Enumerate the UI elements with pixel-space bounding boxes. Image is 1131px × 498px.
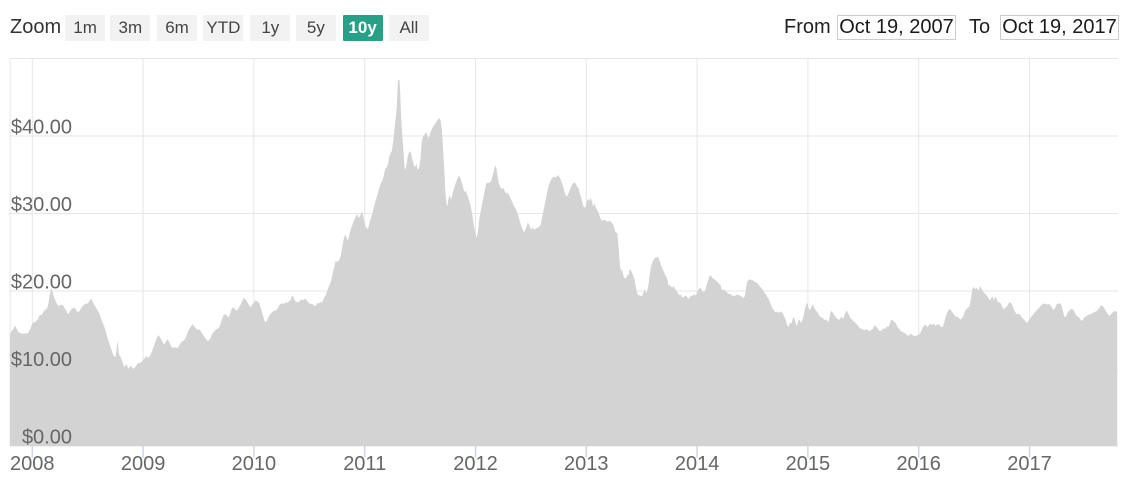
svg-text:2011: 2011 bbox=[343, 453, 386, 475]
svg-text:2017: 2017 bbox=[1007, 453, 1052, 475]
svg-text:2015: 2015 bbox=[786, 453, 831, 475]
svg-text:2013: 2013 bbox=[564, 453, 609, 475]
svg-text:2010: 2010 bbox=[232, 453, 277, 475]
svg-text:$20.00: $20.00 bbox=[11, 272, 72, 294]
svg-text:$10.00: $10.00 bbox=[11, 349, 72, 371]
svg-text:2008: 2008 bbox=[10, 453, 55, 475]
svg-text:2014: 2014 bbox=[675, 453, 720, 475]
svg-text:2012: 2012 bbox=[453, 453, 498, 475]
svg-text:2016: 2016 bbox=[896, 453, 941, 475]
svg-text:$0.00: $0.00 bbox=[22, 427, 72, 449]
svg-text:2009: 2009 bbox=[121, 453, 166, 475]
svg-text:$40.00: $40.00 bbox=[11, 117, 72, 139]
svg-text:$30.00: $30.00 bbox=[11, 194, 72, 216]
